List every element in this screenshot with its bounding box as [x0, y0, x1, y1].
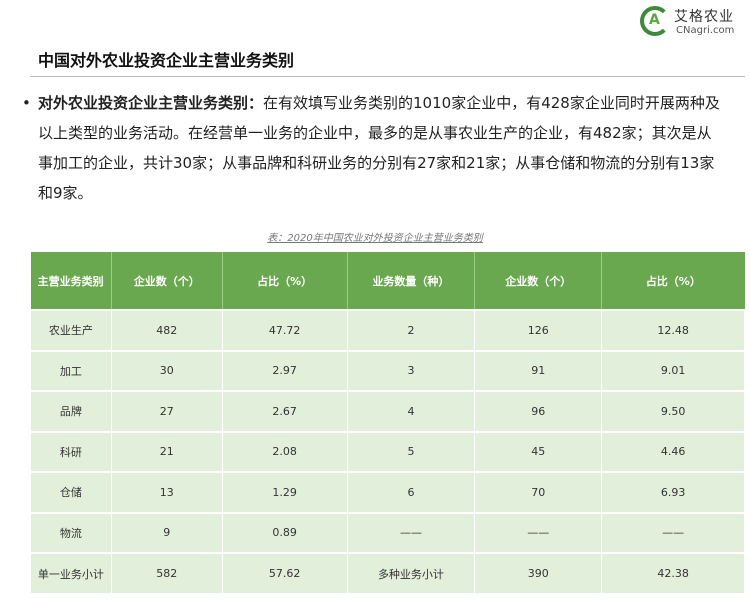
table-cell: 70: [474, 471, 603, 513]
table-cell: 4: [346, 390, 476, 432]
table-cell: 多种业务小计: [346, 552, 476, 594]
table-cell: 6.93: [601, 471, 745, 513]
table-cell: ——: [474, 511, 603, 554]
table-cell: 126: [474, 309, 603, 351]
column-header: 企业数（个）: [474, 252, 603, 310]
table-cell: 45: [474, 430, 603, 473]
logo-cn: 艾格农业: [674, 9, 734, 25]
table-cell: 1.29: [221, 471, 348, 513]
divider: [30, 76, 745, 77]
table-cell: 47.72: [221, 309, 348, 351]
table-cell: 2.97: [221, 349, 348, 392]
table-row: 加工 30 2.97 3 91 9.01: [30, 349, 745, 392]
logo-letter: A: [649, 12, 660, 28]
table-cell: 农业生产: [30, 309, 112, 351]
table-cell: 12.48: [601, 309, 745, 351]
table-cell: 9: [110, 511, 223, 554]
column-header: 占比（%）: [222, 252, 348, 310]
table-cell: 5: [346, 430, 476, 473]
table-cell: 91: [474, 349, 603, 392]
column-header: 主营业务类别: [30, 252, 112, 310]
table-cell: 30: [110, 349, 223, 392]
table-row: 仓储 13 1.29 6 70 6.93: [30, 471, 745, 513]
business-table: 主营业务类别 企业数（个） 占比（%） 业务数量（种） 企业数（个） 占比（%） 农业生产…: [30, 252, 745, 594]
table-cell: 57.62: [221, 552, 348, 594]
table-cell: 加工: [30, 349, 112, 392]
bullet-icon: •: [22, 94, 31, 112]
column-header: 业务数量（种）: [347, 252, 476, 310]
table-cell: 0.89: [221, 511, 348, 554]
table-cell: 390: [474, 552, 603, 594]
table-cell: 2.08: [221, 430, 348, 473]
table-cell: ——: [601, 511, 745, 554]
logo: A 艾格农业 CNagri.com: [640, 4, 750, 40]
table-cell: 4.46: [601, 430, 745, 473]
table-cell: 2: [346, 309, 476, 351]
column-header: 企业数（个）: [111, 252, 223, 310]
table-row: 品牌 27 2.67 4 96 9.50: [30, 390, 745, 432]
table-cell: 品牌: [30, 390, 112, 432]
table-cell: 482: [110, 309, 223, 351]
table-cell: 96: [474, 390, 603, 432]
table-cell: 21: [110, 430, 223, 473]
table-cell: 582: [110, 552, 223, 594]
bullet-paragraph: • 对外农业投资企业主营业务类别：在有效填写业务类别的1010家企业中，有428…: [22, 88, 722, 208]
table-cell: 9.50: [601, 390, 745, 432]
bullet-body: 在有效填写业务类别的1010家企业中，有428家企业同时开展两种及以上类型的业务…: [38, 94, 720, 202]
table-row: 科研 21 2.08 5 45 4.46: [30, 430, 745, 473]
table-cell: 13: [110, 471, 223, 513]
table-caption: 表：2020年中国农业对外投资企业主营业务类别: [267, 233, 483, 244]
table-cell: 3: [346, 349, 476, 392]
table-cell: 27: [110, 390, 223, 432]
table-cell: 科研: [30, 430, 112, 473]
logo-en: CNagri.com: [676, 25, 735, 36]
table-cell: 单一业务小计: [30, 552, 112, 594]
table-cell: ——: [346, 511, 476, 554]
table-cell: 物流: [30, 511, 112, 554]
table-row: 农业生产 482 47.72 2 126 12.48: [30, 309, 745, 351]
table-cell: 42.38: [601, 552, 745, 594]
column-header: 占比（%）: [601, 252, 745, 310]
table-cell: 6: [346, 471, 476, 513]
table-cell: 9.01: [601, 349, 745, 392]
table-cell: 2.67: [221, 390, 348, 432]
table-cell: 仓储: [30, 471, 112, 513]
logo-mark: [640, 6, 670, 36]
bullet-lead: 对外农业投资企业主营业务类别：: [38, 94, 264, 112]
table-row: 物流 9 0.89 —— —— ——: [30, 511, 745, 554]
page-title: 中国对外农业投资企业主营业务类别: [38, 51, 295, 70]
table-row: 单一业务小计 582 57.62 多种业务小计 390 42.38: [30, 552, 745, 594]
